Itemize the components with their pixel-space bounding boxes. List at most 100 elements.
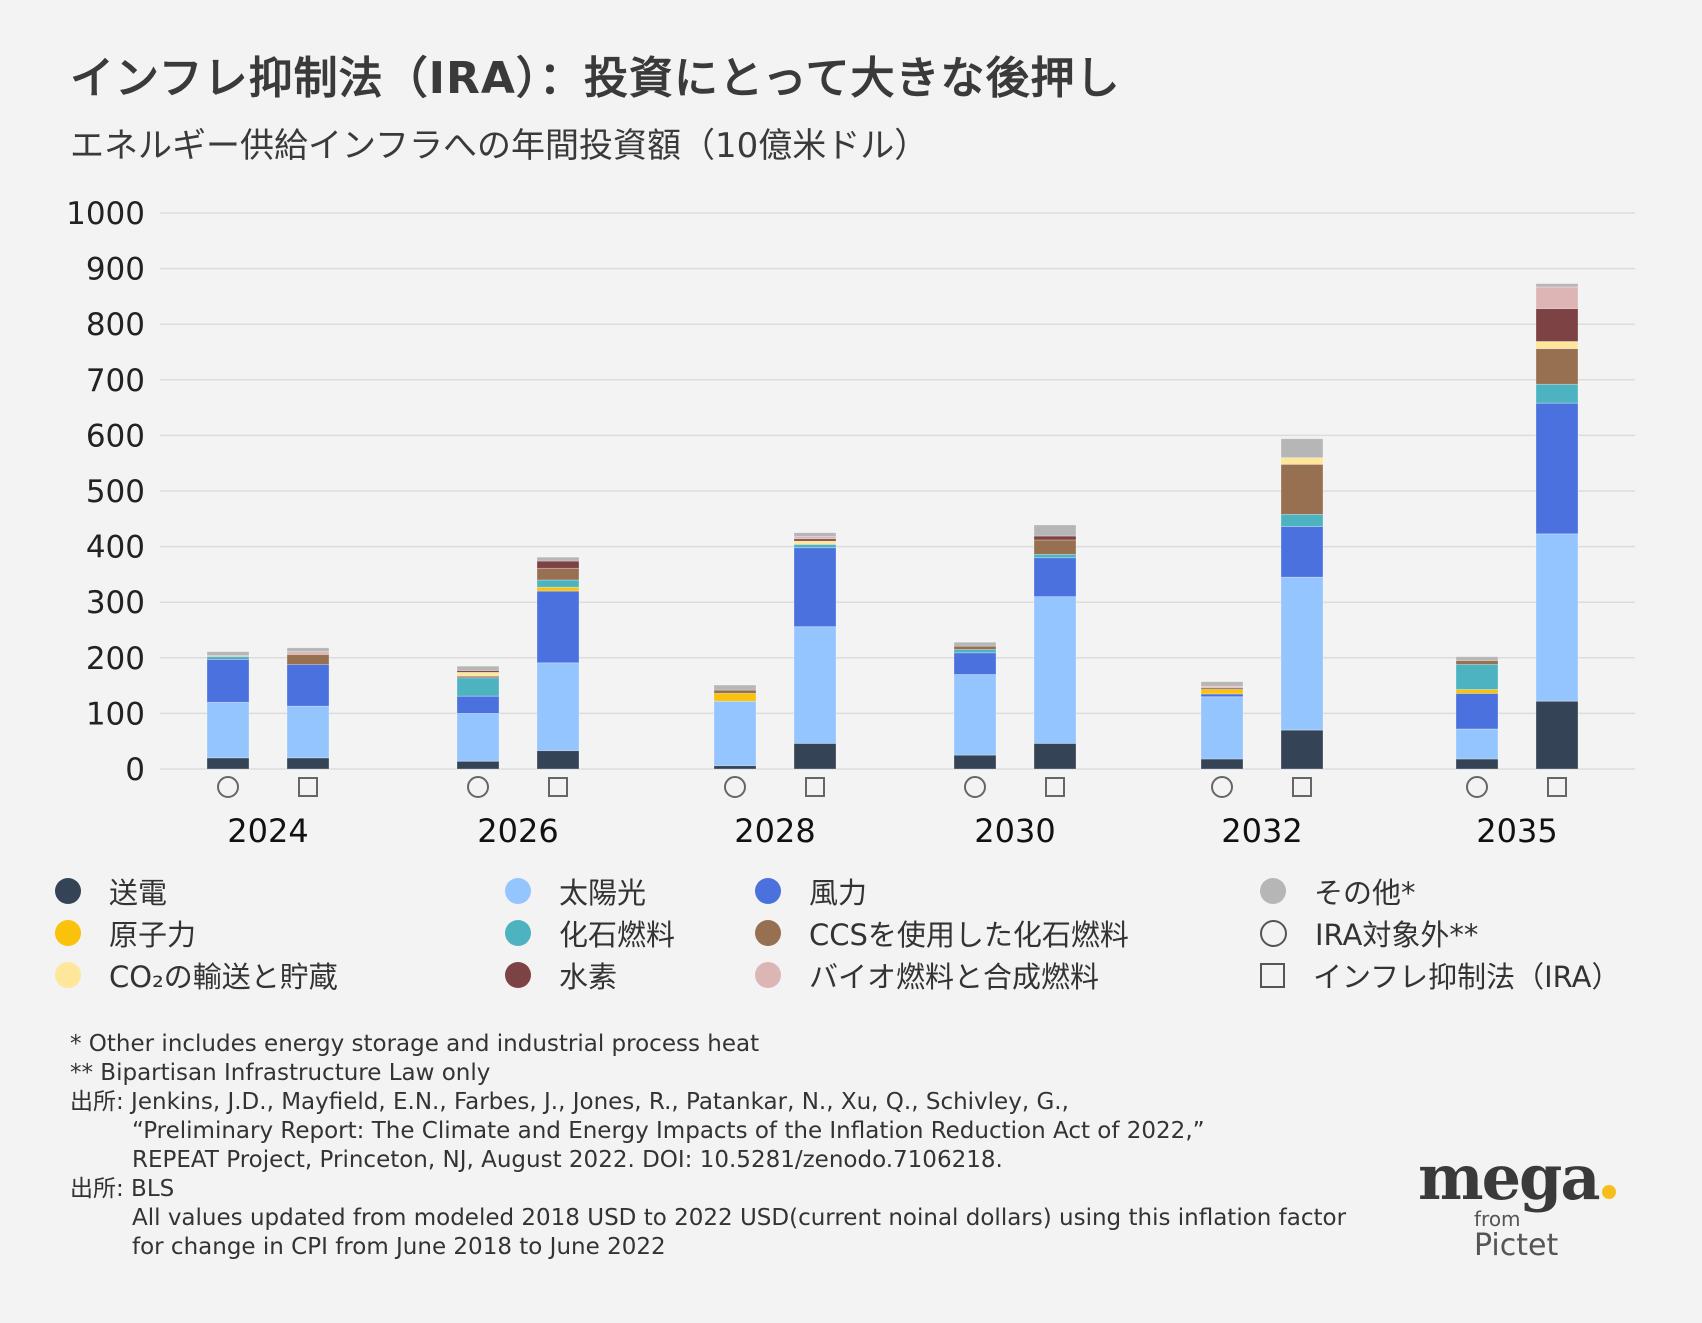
bar-segment: [286, 705, 330, 759]
bar-segment: [1280, 526, 1324, 578]
bar-segment: [456, 677, 500, 697]
bar-segment: [1033, 557, 1077, 598]
y-tick-label: 300: [86, 585, 145, 621]
source-repeat-title: “Preliminary Report: The Climate and Ene…: [132, 1118, 1205, 1144]
bar-segment: [1200, 758, 1244, 770]
bar-segment: [953, 641, 997, 647]
bar-segment: [536, 750, 580, 770]
legend-item: バイオ燃料と合成燃料: [755, 954, 1099, 996]
bar-segment: [793, 543, 837, 549]
bar-segment: [1200, 693, 1244, 698]
scenario-markers: [217, 776, 1567, 798]
bar-segment: [793, 626, 837, 744]
legend-label: IRA対象外**: [1315, 918, 1479, 952]
bar-segment: [1033, 524, 1077, 537]
bar-segment: [953, 649, 997, 654]
bar-segment: [1455, 656, 1499, 661]
legend-item: 風力: [755, 870, 867, 912]
bar-segment: [713, 692, 757, 702]
legend-swatch-icon: [1260, 878, 1286, 904]
bar-segment: [1535, 383, 1579, 404]
bar-segment: [713, 700, 757, 767]
x-tick-label: 2024: [227, 812, 308, 850]
bar-segment: [793, 547, 837, 628]
mega-pictet-logo: mega from Pictet: [1418, 1147, 1616, 1262]
bar-segment: [793, 532, 837, 537]
bar-segment: [286, 651, 330, 655]
legend: 送電 原子力 CO₂の輸送と貯蔵 太陽光 化石燃料 水素 風力 CCSを使用した化石燃料 バイオ…: [55, 870, 1695, 1000]
square-marker: [1292, 777, 1312, 797]
x-tick-label: 2026: [477, 812, 558, 850]
y-tick-label: 600: [86, 418, 145, 454]
bar-segment: [1280, 729, 1324, 770]
source-repeat: 出所: Jenkins, J.D., Mayfield, E.N., Farbe…: [70, 1089, 1069, 1115]
bar-segment: [536, 662, 580, 752]
legend-swatch-icon: [55, 878, 81, 904]
bar-segment: [536, 579, 580, 588]
bar-segment: [286, 654, 330, 665]
legend-label: インフレ抑制法（IRA）: [1313, 960, 1621, 994]
x-tick-label: 2030: [974, 812, 1055, 850]
y-tick-label: 200: [86, 641, 145, 677]
bar-segment: [536, 556, 580, 562]
bar-segment: [456, 695, 500, 714]
chart-subtitle: エネルギー供給インフラへの年間投資額（10億米ドル）: [70, 126, 929, 166]
bar-segment: [1535, 402, 1579, 535]
legend-label: 原子力: [109, 918, 197, 952]
bar-segment: [206, 651, 250, 656]
x-tick-label: 2032: [1221, 812, 1302, 850]
legend-item: IRA対象外**: [1260, 912, 1478, 954]
bar-segment: [1535, 348, 1579, 385]
bar-segment: [793, 743, 837, 770]
bar-segment: [1535, 341, 1579, 350]
y-tick-label: 400: [86, 530, 145, 566]
y-tick-label: 500: [86, 474, 145, 510]
square-marker: [1045, 777, 1065, 797]
bar-segment: [456, 665, 500, 671]
legend-swatch-icon: [755, 920, 781, 946]
legend-label: CCSを使用した化石燃料: [809, 918, 1129, 952]
circle-marker: [724, 776, 746, 798]
bar-segment: [1200, 696, 1244, 760]
inflation-note: All values updated from modeled 2018 USD…: [132, 1205, 1347, 1231]
x-axis-ticks: 2024 2026 2028 2030 2032 2035: [227, 812, 1557, 850]
legend-item: 原子力: [55, 912, 196, 954]
bar-segment: [1455, 689, 1499, 694]
legend-swatch-icon: [755, 962, 781, 988]
bar-segment: [1200, 689, 1244, 695]
logo-brand-text: mega: [1418, 1141, 1601, 1214]
legend-swatch-icon: [505, 878, 531, 904]
legend-label: CO₂の輸送と貯蔵: [109, 960, 338, 994]
circle-marker: [467, 776, 489, 798]
bar-segment: [1033, 553, 1077, 559]
bar-segment: [1535, 700, 1579, 770]
legend-item: 送電: [55, 870, 167, 912]
circle-marker: [1466, 776, 1488, 798]
y-tick-label: 1000: [66, 196, 145, 232]
x-tick-label: 2028: [734, 812, 815, 850]
logo-from: from: [1474, 1207, 1521, 1231]
square-marker: [805, 777, 825, 797]
legend-item: インフレ抑制法（IRA）: [1260, 954, 1621, 996]
bar-segment: [1280, 463, 1324, 515]
bar-segment: [1455, 728, 1499, 760]
logo-brand: mega: [1418, 1147, 1616, 1209]
bar-segment: [456, 671, 500, 677]
footnotes: * Other includes energy storage and indu…: [70, 1030, 1346, 1262]
bar-segment: [536, 567, 580, 581]
legend-label: 風力: [809, 876, 868, 910]
y-tick-label: 800: [86, 307, 145, 343]
circle-marker: [217, 776, 239, 798]
inflation-note-2: for change in CPI from June 2018 to June…: [132, 1234, 666, 1260]
legend-item: その他*: [1260, 870, 1416, 912]
bar-segment: [536, 560, 580, 569]
bar-segment: [536, 590, 580, 664]
bar-segment: [953, 754, 997, 770]
bar-segment: [1455, 692, 1499, 730]
legend-swatch-icon: [55, 962, 81, 988]
legend-item: CO₂の輸送と貯蔵: [55, 954, 338, 996]
y-axis-ticks: 0 100 200 300 400 500 600 700 800 900 1000: [66, 196, 145, 788]
legend-swatch-icon: [505, 920, 531, 946]
legend-item: CCSを使用した化石燃料: [755, 912, 1129, 954]
bar-segment: [206, 701, 250, 759]
